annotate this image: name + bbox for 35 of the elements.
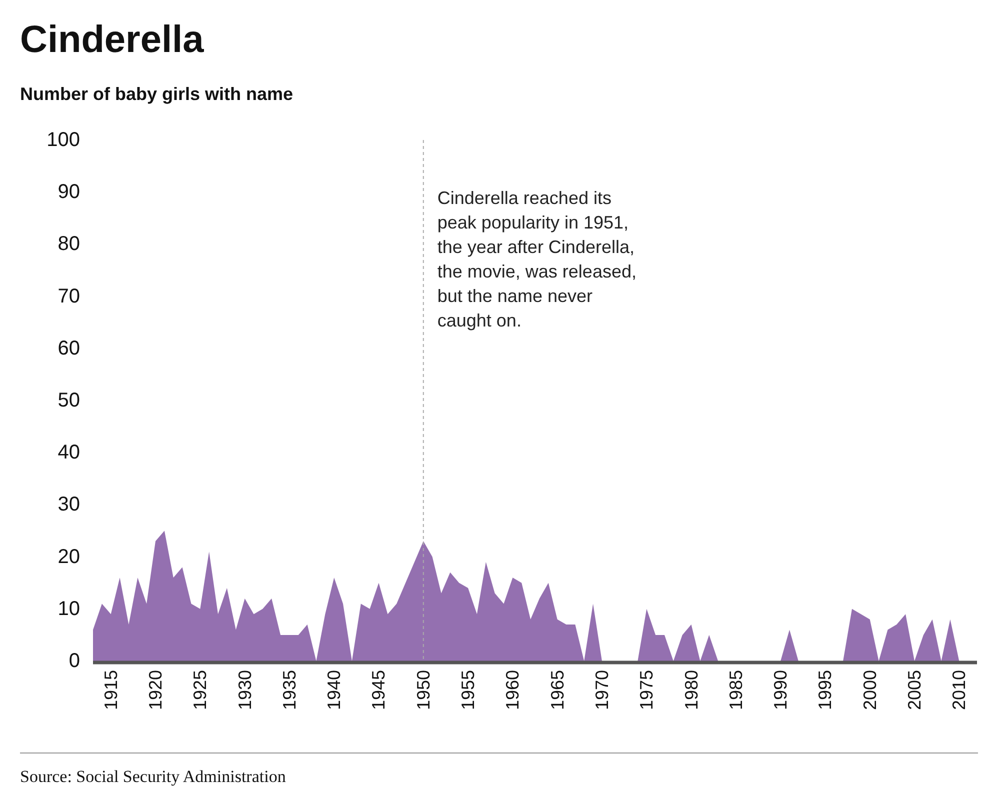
x-tick-label: 1970 bbox=[592, 670, 612, 710]
y-tick-label: 10 bbox=[58, 598, 80, 620]
x-tick-label: 2000 bbox=[860, 670, 880, 710]
x-tick-label: 1925 bbox=[190, 670, 210, 710]
x-tick-label: 1965 bbox=[547, 670, 568, 710]
ref-line-label: Cinderella reached its peak popularity in 1951, the year after Cinderella, the movie, was released, but the name never caught on. bbox=[437, 188, 636, 330]
y-tick-label: 50 bbox=[58, 390, 80, 412]
y-tick-label: 0 bbox=[68, 650, 80, 672]
x-tick-label: 1995 bbox=[815, 670, 836, 710]
x-tick-label: 1930 bbox=[234, 670, 255, 710]
x-tick-label: 1985 bbox=[726, 670, 746, 710]
x-tick-label: 1950 bbox=[413, 670, 434, 710]
y-axis-title: Number of baby girls with name bbox=[20, 84, 294, 104]
x-tick-label: 1960 bbox=[502, 670, 523, 710]
x-tick-label: 1955 bbox=[458, 670, 478, 710]
chart-title: Cinderella bbox=[20, 19, 205, 61]
x-tick-label: 2010 bbox=[949, 670, 970, 710]
x-tick-label: 1980 bbox=[681, 670, 702, 710]
x-tick-label: 1945 bbox=[368, 670, 389, 710]
y-tick-label: 30 bbox=[58, 494, 80, 516]
y-tick-label: 60 bbox=[58, 337, 80, 360]
y-tick-label: 80 bbox=[58, 233, 80, 256]
y-tick-label: 20 bbox=[58, 546, 80, 568]
y-tick-label: 70 bbox=[58, 285, 80, 308]
x-tick-label: 1975 bbox=[636, 670, 657, 710]
x-tick-label: 1920 bbox=[146, 670, 166, 710]
y-tick-label: 90 bbox=[58, 181, 80, 204]
x-tick-label: 1915 bbox=[100, 670, 121, 710]
source-note: Source: Social Security Administration bbox=[20, 767, 286, 786]
x-tick-label: 1990 bbox=[770, 670, 791, 710]
x-tick-label: 1935 bbox=[279, 670, 300, 710]
y-tick-label: 100 bbox=[46, 129, 80, 151]
y-tick-label: 40 bbox=[58, 442, 80, 464]
x-tick-label: 1940 bbox=[324, 670, 344, 710]
x-tick-label: 2005 bbox=[904, 670, 924, 710]
